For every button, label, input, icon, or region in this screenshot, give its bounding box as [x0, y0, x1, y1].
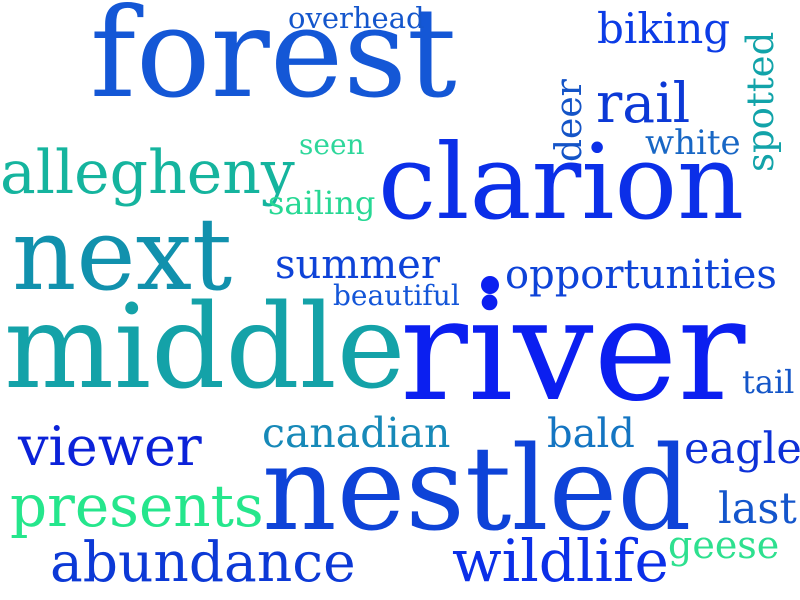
word-middle: middle	[4, 280, 406, 415]
word-opportunities: opportunities	[505, 252, 777, 298]
word-canadian: canadian	[262, 409, 451, 457]
word-overhead: overhead	[288, 1, 425, 35]
word-beautiful: beautiful	[333, 279, 460, 312]
word-rail: rail	[596, 71, 691, 135]
word-sailing: sailing	[268, 184, 376, 222]
word-presents: presents	[10, 472, 264, 540]
word-river: river	[400, 268, 746, 433]
word-next: next	[12, 196, 233, 313]
word-allegheny: allegheny	[0, 138, 295, 208]
word-viewer: viewer	[18, 415, 202, 478]
word-last: last	[718, 484, 797, 534]
word-nestled: nestled	[262, 422, 692, 557]
word-tail: tail	[742, 363, 795, 401]
word-summer: summer	[275, 242, 440, 288]
word-bald: bald	[547, 411, 635, 457]
word-geese: geese	[668, 523, 780, 567]
dot-mark	[481, 276, 499, 294]
word-eagle: eagle	[684, 424, 800, 474]
word-biking: biking	[597, 4, 731, 53]
word-abundance: abundance	[50, 530, 356, 594]
word-wildlife: wildlife	[452, 527, 669, 595]
word-spotted: spotted	[739, 31, 782, 172]
word-seen: seen	[299, 128, 365, 161]
word-white: white	[645, 123, 741, 163]
word-clarion: clarion	[378, 121, 745, 243]
word-forest: forest	[90, 0, 457, 126]
